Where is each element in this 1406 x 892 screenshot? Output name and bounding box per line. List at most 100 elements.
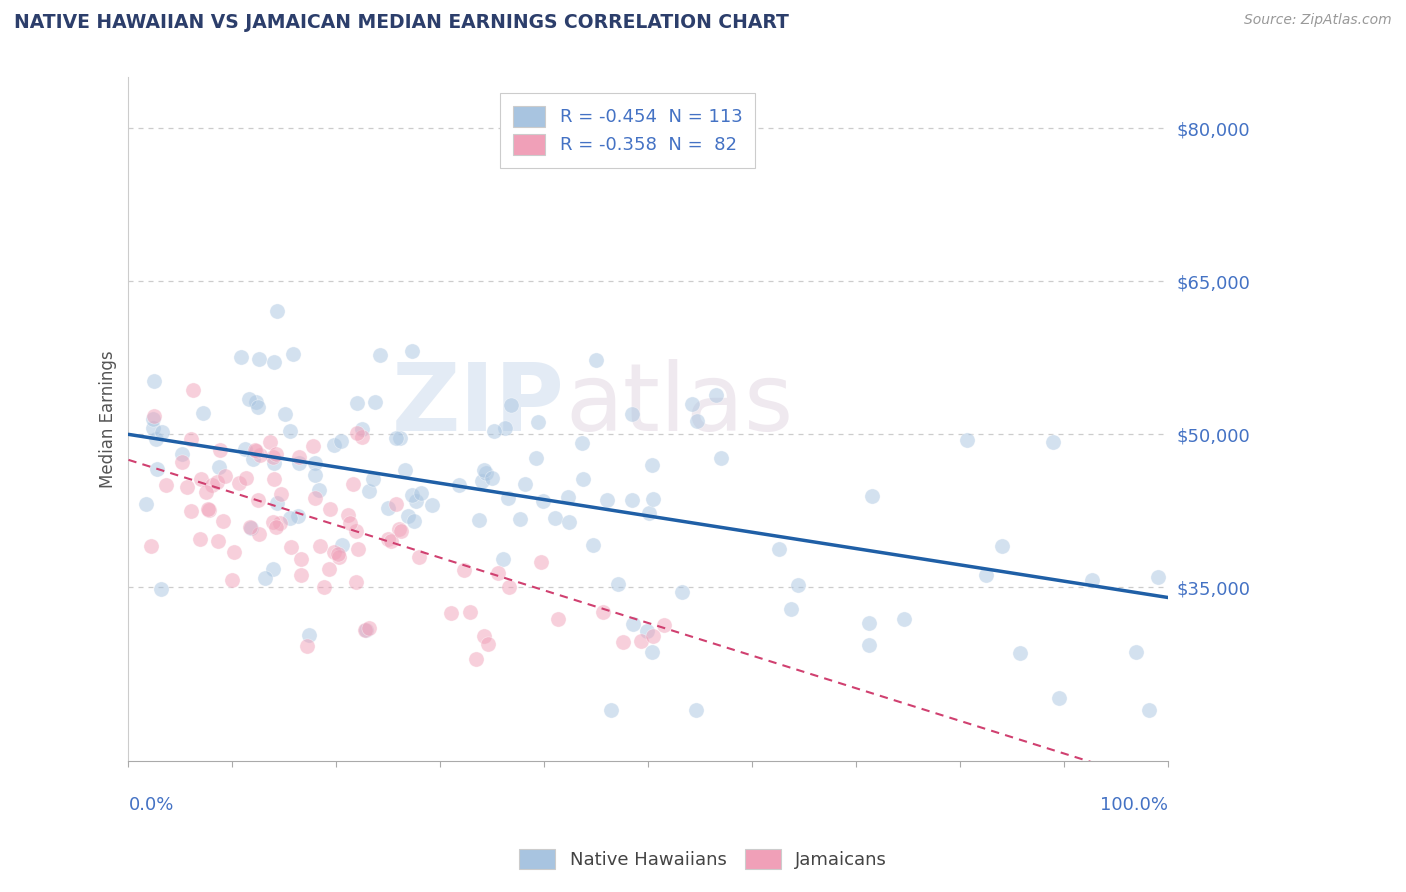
Point <box>200 478 222 492</box>
Point <box>572 471 595 485</box>
Point <box>380 534 402 549</box>
Point <box>330 538 353 552</box>
Text: Source: ZipAtlas.com: Source: ZipAtlas.com <box>1244 13 1392 28</box>
Point <box>328 549 350 564</box>
Point <box>509 512 531 526</box>
Point <box>295 640 318 654</box>
Point <box>139 539 162 553</box>
Point <box>710 450 733 465</box>
Point <box>229 351 252 365</box>
Point <box>780 602 803 616</box>
Point <box>150 582 173 596</box>
Point <box>401 343 423 358</box>
Point <box>465 652 488 666</box>
Point <box>359 621 381 635</box>
Point <box>308 539 330 553</box>
Text: 100.0%: 100.0% <box>1099 797 1168 814</box>
Y-axis label: Median Earnings: Median Earnings <box>100 351 117 488</box>
Point <box>288 457 311 471</box>
Point <box>607 577 630 591</box>
Point <box>253 571 276 585</box>
Point <box>384 431 406 445</box>
Point <box>207 475 229 489</box>
Point <box>1008 646 1031 660</box>
Point <box>197 503 219 517</box>
Point <box>274 407 297 421</box>
Point <box>389 524 412 538</box>
Point <box>263 456 285 470</box>
Point <box>409 486 432 500</box>
Point <box>266 304 288 318</box>
Point <box>318 562 340 576</box>
Point <box>472 629 495 643</box>
Point <box>475 466 498 480</box>
Point <box>304 467 326 482</box>
Point <box>145 462 167 476</box>
Point <box>150 425 173 440</box>
Point <box>388 431 411 445</box>
Point <box>420 499 443 513</box>
Point <box>238 392 260 407</box>
Point <box>1081 573 1104 587</box>
Point <box>350 430 373 444</box>
Point <box>496 491 519 505</box>
Point <box>346 426 368 441</box>
Text: ZIP: ZIP <box>392 359 565 451</box>
Point <box>956 434 979 448</box>
Point <box>533 494 555 508</box>
Point <box>494 421 516 435</box>
Point <box>298 628 321 642</box>
Point <box>396 508 419 523</box>
Point <box>350 422 373 436</box>
Point <box>474 463 496 477</box>
Point <box>377 532 399 546</box>
Point <box>208 459 231 474</box>
Point <box>328 547 350 561</box>
Point <box>142 374 165 388</box>
Point <box>893 612 915 626</box>
Point <box>1146 570 1168 584</box>
Point <box>263 472 285 486</box>
Point <box>858 615 880 630</box>
Point <box>643 629 665 643</box>
Point <box>170 455 193 469</box>
Point <box>368 348 391 362</box>
Point <box>384 497 406 511</box>
Point <box>527 415 550 429</box>
Point <box>477 637 499 651</box>
Point <box>347 541 370 556</box>
Point <box>458 605 481 619</box>
Point <box>557 490 579 504</box>
Point <box>269 516 291 531</box>
Point <box>301 439 323 453</box>
Point <box>354 623 377 637</box>
Point <box>259 435 281 450</box>
Point <box>492 552 515 566</box>
Point <box>354 623 377 637</box>
Point <box>488 566 510 580</box>
Point <box>582 538 605 552</box>
Point <box>339 516 361 530</box>
Point <box>337 508 360 522</box>
Point <box>991 539 1014 553</box>
Point <box>621 617 644 632</box>
Point <box>499 398 522 412</box>
Point <box>312 580 335 594</box>
Point <box>482 424 505 438</box>
Point <box>547 612 569 626</box>
Point <box>288 450 311 464</box>
Point <box>214 469 236 483</box>
Point <box>172 447 194 461</box>
Point <box>322 438 344 452</box>
Point <box>860 489 883 503</box>
Point <box>357 483 380 498</box>
Point <box>224 545 246 559</box>
Point <box>181 383 204 397</box>
Point <box>145 432 167 446</box>
Point <box>571 435 593 450</box>
Point <box>641 645 664 659</box>
Point <box>209 443 232 458</box>
Point <box>405 494 427 508</box>
Point <box>685 703 707 717</box>
Legend: Native Hawaiians, Jamaicans: Native Hawaiians, Jamaicans <box>510 839 896 879</box>
